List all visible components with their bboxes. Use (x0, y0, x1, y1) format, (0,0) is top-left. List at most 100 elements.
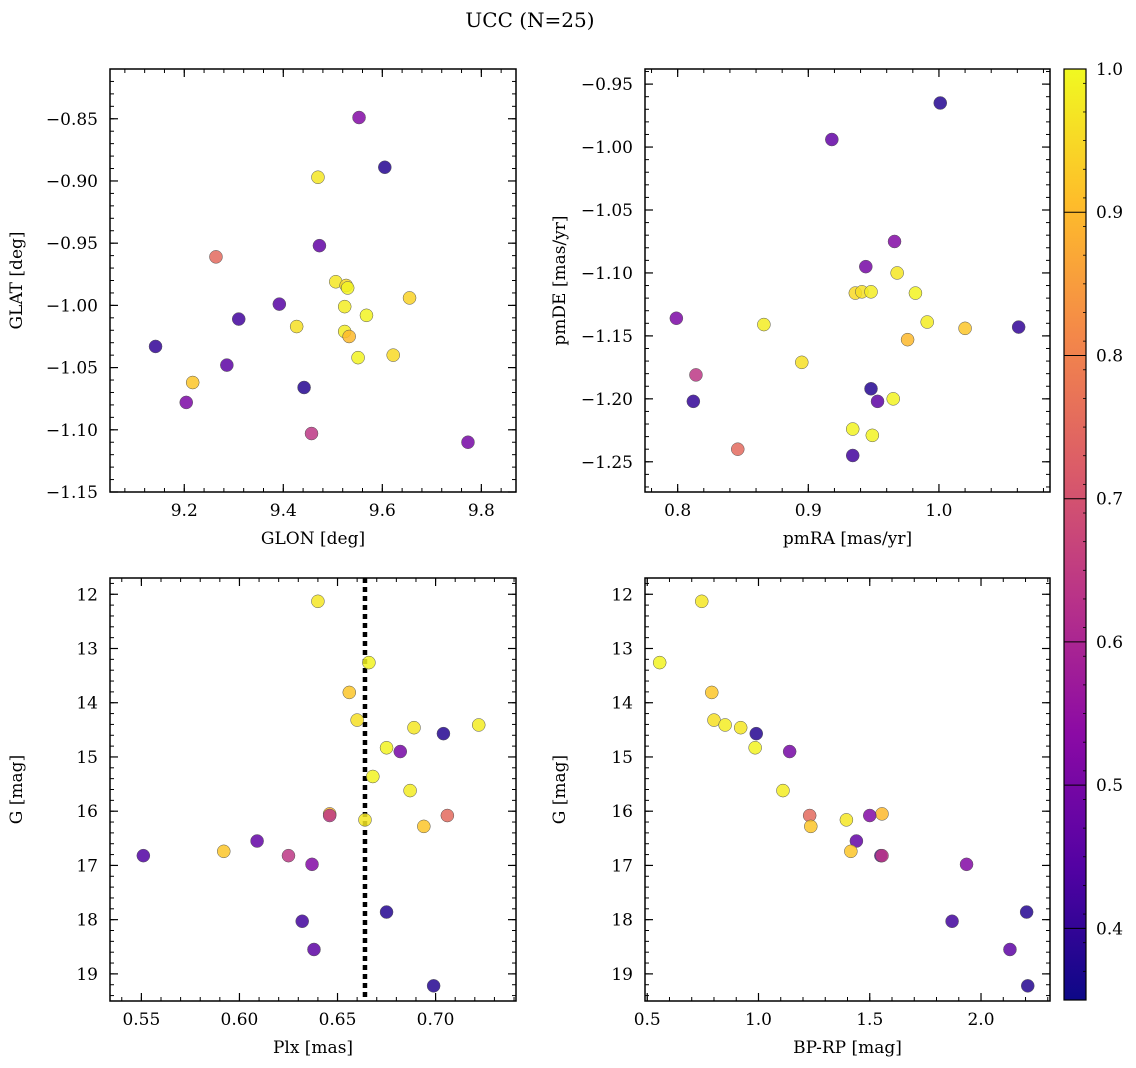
scatter-point (305, 857, 319, 872)
scatter-point (890, 266, 904, 280)
y-tick-label: −1.00 (46, 296, 98, 316)
scatter-point (865, 428, 880, 443)
y-tick-label: 18 (611, 911, 633, 931)
scatter-point (804, 819, 818, 834)
scatter-point (436, 726, 451, 741)
y-axis-label: pmDE [mas/yr] (550, 215, 570, 345)
scatter-point (1011, 320, 1026, 334)
scatter-point (362, 655, 376, 670)
panels: 9.2 9.4 9.6 9.8 −0.85 −0.90 −0.95 −1.00 −1.05 −1.… (7, 68, 1051, 1058)
y-tick-label: −0.95 (46, 234, 98, 254)
scatter-point (900, 332, 915, 347)
panel-bprp-g: 0.5 1.0 1.5 2.0 12 13 14 15 16 17 18 19 BP-RP [mag] G… (550, 577, 1051, 1058)
y-tick-label: 19 (611, 965, 633, 985)
x-tick-label: 9.4 (270, 501, 297, 521)
x-tick-label: 0.70 (417, 1010, 455, 1030)
scatter-point (461, 435, 475, 449)
scatter-point (669, 311, 684, 326)
x-tick-label: 2.0 (967, 1010, 994, 1030)
y-tick-label: 15 (76, 748, 98, 768)
colorbar: 0.4 0.5 0.6 0.7 0.8 0.9 1.0 (1063, 60, 1123, 1001)
colorbar-tick-label: 0.6 (1096, 633, 1123, 653)
scatter-point (686, 394, 701, 409)
scatter-point (776, 783, 790, 798)
scatter-point (337, 299, 352, 314)
scatter-points (669, 96, 1026, 463)
y-tick-label: 12 (76, 585, 98, 605)
scatter-point (875, 848, 889, 863)
scatter-point (358, 813, 372, 827)
scatter-point (342, 685, 357, 700)
scatter-point (386, 348, 400, 362)
x-tick-label: 9.8 (468, 501, 495, 521)
scatter-point (312, 238, 327, 253)
x-tick-label: 9.6 (369, 501, 396, 521)
y-tick-label: −0.95 (581, 75, 633, 95)
colorbar-tick-label: 0.4 (1096, 919, 1123, 939)
scatter-point (886, 392, 900, 406)
scatter-point (281, 848, 296, 863)
scatter-point (908, 286, 923, 300)
scatter-point (864, 285, 878, 299)
scatter-point (304, 426, 319, 441)
y-axis-label: GLAT [deg] (7, 231, 27, 329)
plot-frame (109, 577, 517, 1002)
scatter-point (825, 132, 839, 147)
x-tick-label: 0.9 (795, 501, 822, 521)
scatter-point (136, 848, 151, 863)
y-tick-label: 15 (611, 748, 633, 768)
scatter-point (839, 813, 854, 827)
y-tick-label: 18 (76, 911, 98, 931)
panel-plx-g: 0.55 0.60 0.65 0.70 12 13 14 15 16 17 18 19 Plx [mas… (7, 577, 517, 1058)
x-axis-label: pmRA [mas/yr] (783, 529, 912, 549)
scatter-point (748, 740, 762, 755)
y-tick-label: −1.10 (46, 421, 98, 441)
y-tick-label: 13 (611, 640, 633, 660)
colorbar-tick-label: 1.0 (1096, 60, 1123, 80)
scatter-point (379, 905, 394, 919)
x-tick-label: 9.2 (171, 501, 198, 521)
colorbar-gradient (1063, 68, 1087, 1001)
y-tick-label: −0.85 (46, 110, 98, 130)
scatter-point (440, 808, 455, 823)
colorbar-tick-label: 0.9 (1096, 203, 1123, 223)
scatter-point (718, 718, 732, 732)
scatter-point (733, 720, 748, 735)
y-tick-label: 17 (76, 856, 98, 876)
y-tick-label: −1.10 (581, 264, 633, 284)
scatter-point (731, 442, 745, 456)
x-tick-label: 0.8 (664, 501, 691, 521)
colorbar-tick-label: 0.5 (1096, 776, 1123, 796)
scatter-point (342, 329, 356, 344)
scatter-point (350, 713, 364, 727)
scatter-point (652, 655, 667, 670)
y-tick-label: 13 (76, 640, 98, 660)
scatter-point (322, 808, 337, 823)
scatter-points (652, 594, 1035, 993)
scatter-point (945, 914, 959, 929)
scatter-point (407, 720, 421, 735)
scatter-points (148, 110, 475, 449)
scatter-point (351, 350, 365, 365)
y-tick-label: −1.25 (581, 453, 633, 473)
y-tick-label: 14 (611, 694, 633, 714)
plot-frame (109, 68, 517, 493)
x-tick-label: 1.0 (745, 1010, 772, 1030)
scatter-point (689, 368, 703, 382)
scatter-point (148, 339, 163, 354)
x-tick-label: 0.5 (634, 1010, 661, 1030)
x-tick-label: 0.65 (319, 1010, 357, 1030)
panel-glon-glat: 9.2 9.4 9.6 9.8 −0.85 −0.90 −0.95 −1.00 −1.05 −1.… (7, 68, 517, 549)
scatter-point (289, 319, 304, 334)
scatter-point (393, 744, 408, 759)
plot-frame (644, 577, 1051, 1002)
scatter-point (844, 844, 858, 859)
scatter-point (307, 942, 321, 957)
scatter-point (887, 234, 902, 249)
panel-pmra-pmde: 0.8 0.9 1.0 −0.95 −1.00 −1.05 −1.10 −1.15 −1.20 −… (550, 68, 1051, 549)
scatter-point (403, 783, 417, 798)
y-tick-label: 16 (76, 802, 98, 822)
y-tick-label: 16 (611, 802, 633, 822)
y-tick-label: 17 (611, 856, 633, 876)
